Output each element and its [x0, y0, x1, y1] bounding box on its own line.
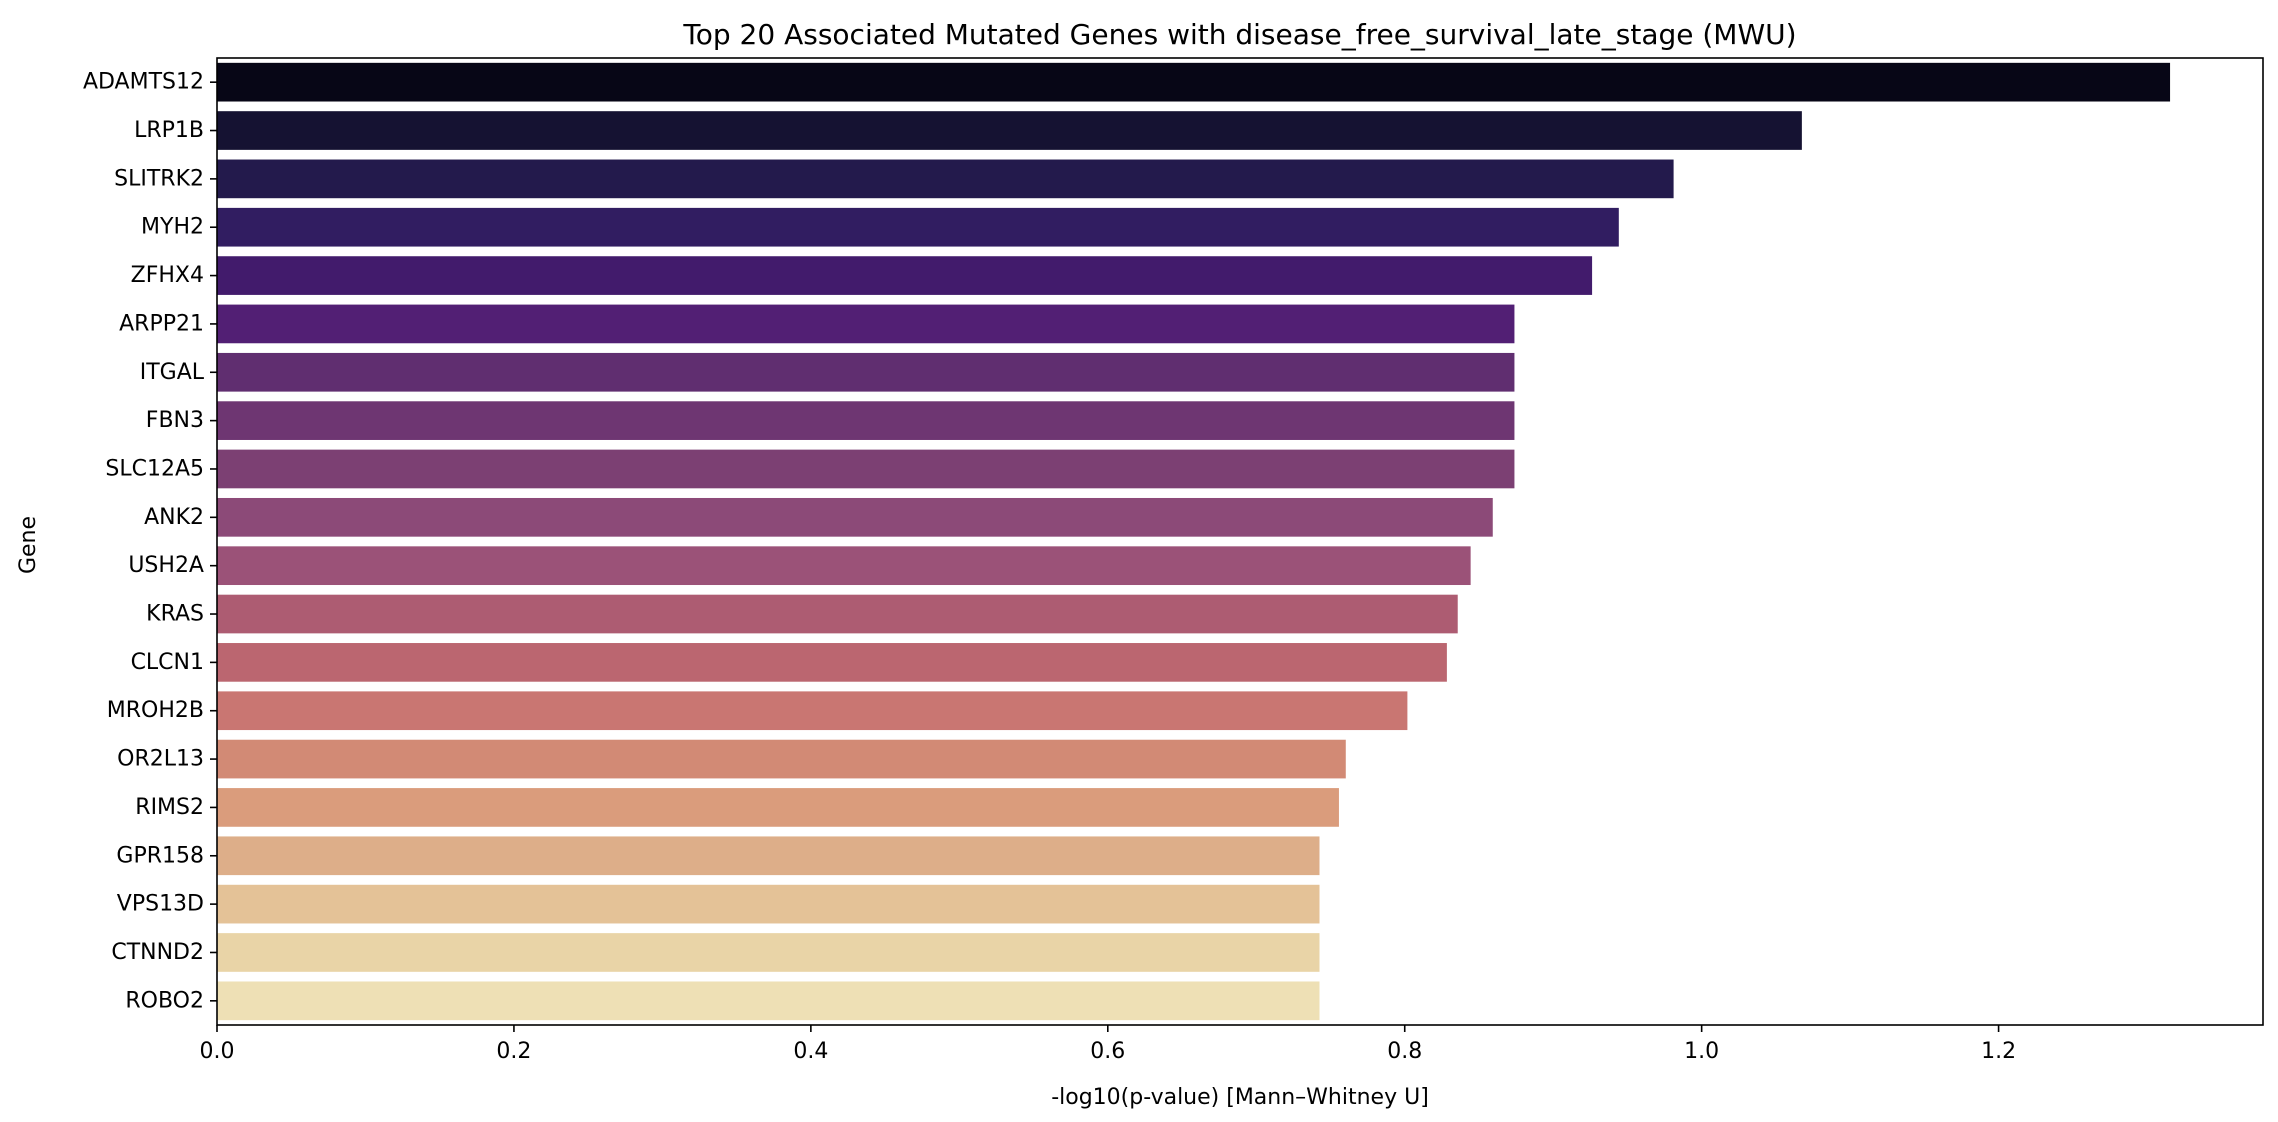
bar-slitrk2: [217, 159, 1674, 199]
bars-group: [217, 62, 2171, 1021]
y-tick-label: MROH2B: [107, 698, 204, 723]
y-tick-label: LRP1B: [134, 118, 204, 143]
y-tick-label: ROBO2: [125, 988, 204, 1013]
bar-fbn3: [217, 401, 1515, 440]
x-tick-label: 0.0: [200, 1039, 235, 1064]
y-tick-label: GPR158: [116, 843, 204, 868]
y-tick-label: VPS13D: [117, 892, 204, 917]
bar-vps13d: [217, 884, 1320, 924]
bar-arpp21: [217, 304, 1515, 344]
chart-title: Top 20 Associated Mutated Genes with dis…: [682, 18, 1796, 51]
y-tick-label: USH2A: [128, 553, 204, 578]
bar-mroh2b: [217, 691, 1408, 731]
y-ticks: ADAMTS12 LRP1B SLITRK2 MYH2 ZFHX4 ARPP21 ITGAL…: [83, 70, 217, 1013]
x-tick-label: 1.0: [1684, 1039, 1719, 1064]
bar-kras: [217, 594, 1458, 634]
y-tick-label: KRAS: [146, 602, 204, 627]
y-tick-label: ARPP21: [119, 311, 204, 336]
bar-lrp1b: [217, 111, 1802, 150]
x-tick-label: 0.4: [793, 1039, 828, 1064]
bar-clcn1: [217, 643, 1447, 682]
x-tick-label: 0.2: [496, 1039, 531, 1064]
y-axis-label: Gene: [16, 516, 41, 574]
bar-rims2: [217, 788, 1339, 827]
bar-adamts12: [217, 62, 2171, 102]
y-tick-label: FBN3: [146, 408, 204, 433]
bar-robo2: [217, 981, 1320, 1021]
bar-ank2: [217, 497, 1493, 537]
bar-itgal: [217, 352, 1515, 392]
x-tick-label: 0.6: [1090, 1039, 1125, 1064]
bar-ctnnd2: [217, 933, 1320, 972]
bar-or2l13: [217, 739, 1346, 779]
bar-gpr158: [217, 836, 1320, 876]
y-tick-label: MYH2: [141, 215, 204, 240]
x-axis-label: -log10(p-value) [Mann–Whitney U]: [1051, 1085, 1429, 1110]
y-tick-label: ZFHX4: [131, 263, 204, 288]
y-tick-label: OR2L13: [117, 747, 204, 772]
bar-ush2a: [217, 546, 1471, 586]
y-tick-label: ITGAL: [140, 360, 205, 385]
y-tick-label: ANK2: [144, 505, 204, 530]
bar-zfhx4: [217, 256, 1593, 295]
y-tick-label: RIMS2: [135, 795, 204, 820]
y-tick-label: ADAMTS12: [83, 70, 204, 95]
y-tick-label: SLITRK2: [114, 166, 204, 191]
y-tick-label: SLC12A5: [105, 456, 204, 481]
bar-myh2: [217, 207, 1619, 247]
bar-slc12a5: [217, 449, 1515, 489]
x-tick-label: 0.8: [1387, 1039, 1422, 1064]
x-ticks: 0.0 0.2 0.4 0.6 0.8 1.0 1.2: [200, 1025, 2016, 1064]
y-tick-label: CTNND2: [111, 940, 204, 965]
plot-frame: [216, 57, 2264, 1026]
x-tick-label: 1.2: [1981, 1039, 2016, 1064]
y-tick-label: CLCN1: [131, 650, 204, 675]
